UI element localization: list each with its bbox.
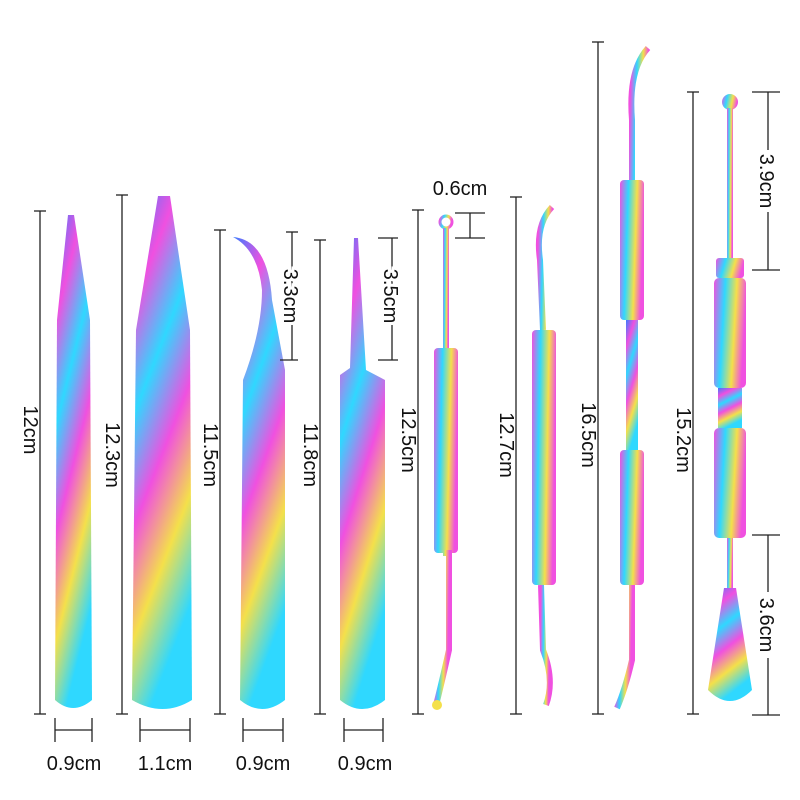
width-label: 0.9cm	[338, 753, 392, 775]
length-label: 12.3cm	[101, 422, 123, 488]
length-label: 11.5cm	[199, 423, 221, 487]
wide-tweezers: 12.3cm 1.1cm	[101, 194, 192, 775]
tip-label: 0.6cm	[433, 178, 487, 200]
straight-tweezers: 12cm 0.9cm	[19, 210, 101, 775]
length-label: 12cm	[19, 406, 41, 455]
length-label: 16.5cm	[577, 402, 599, 468]
width-label: 0.9cm	[236, 753, 290, 775]
long-pusher: 16.5cm	[577, 41, 651, 715]
curved-tweezers: 11.5cm 3.3cm 0.9cm	[199, 229, 304, 775]
length-label: 11.8cm	[299, 423, 321, 487]
length-label: 12.5cm	[397, 407, 419, 473]
width-label: 1.1cm	[138, 753, 192, 775]
spoon-spatula-pusher: 15.2cm 3.9cm 3.6cm	[672, 91, 780, 716]
fine-point-tweezers: 11.8cm 3.5cm 0.9cm	[299, 237, 404, 775]
bottom-label: 3.6cm	[755, 598, 777, 652]
tip-label: 3.3cm	[279, 269, 301, 323]
top-label: 3.9cm	[755, 154, 777, 208]
width-label: 0.9cm	[47, 753, 101, 775]
length-label: 12.7cm	[495, 412, 517, 478]
tip-label: 3.5cm	[379, 269, 401, 323]
length-label: 15.2cm	[672, 407, 694, 473]
loop-pusher: 12.5cm 0.6cm	[397, 178, 487, 715]
double-ended-pusher: 12.7cm	[495, 196, 556, 715]
